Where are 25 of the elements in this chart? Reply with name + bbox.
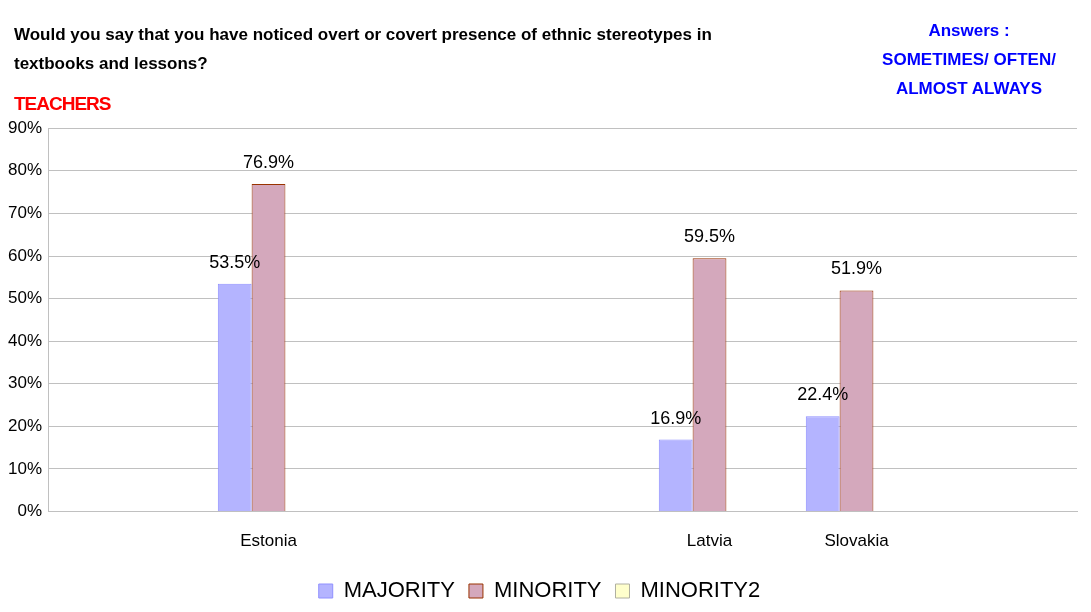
y-tick-label: 20% <box>7 416 43 436</box>
y-tick-label: 50% <box>7 288 43 308</box>
y-tick-label: 60% <box>7 245 43 265</box>
y-tick-label: 0% <box>17 501 43 521</box>
x-tick-label: Latvia <box>686 531 733 551</box>
chart-title: Would you say that you have noticed overt or covert presence of ethnic stereotypes in textbooks and lessons? <box>14 24 713 75</box>
legend-label: MAJORITY <box>343 577 456 603</box>
y-tick-label: 70% <box>7 203 43 223</box>
y-tick-label: 40% <box>7 330 43 350</box>
data-label: 16.9% <box>650 407 702 428</box>
data-label: 76.9% <box>243 151 295 172</box>
data-label: 51.9% <box>830 258 883 279</box>
y-tick-label: 10% <box>7 458 43 478</box>
data-label: 53.5% <box>209 251 261 272</box>
text: Answers : SOMETIMES/ OFTEN/ ALMOST ALWAYS <box>881 20 1057 100</box>
x-tick-label: Slovakia <box>824 531 890 551</box>
data-label: 22.4% <box>797 384 849 405</box>
y-tick-label: 30% <box>7 373 43 393</box>
legend-label: MINORITY <box>493 577 602 603</box>
x-tick-label: Estonia <box>240 531 298 551</box>
y-tick-label: 80% <box>7 160 43 180</box>
data-label: 59.5% <box>683 226 736 247</box>
y-tick-label: 90% <box>7 117 43 137</box>
legend-label: MINORITY2 <box>640 577 761 603</box>
chart-subtitle: TEACHERS <box>14 93 111 115</box>
